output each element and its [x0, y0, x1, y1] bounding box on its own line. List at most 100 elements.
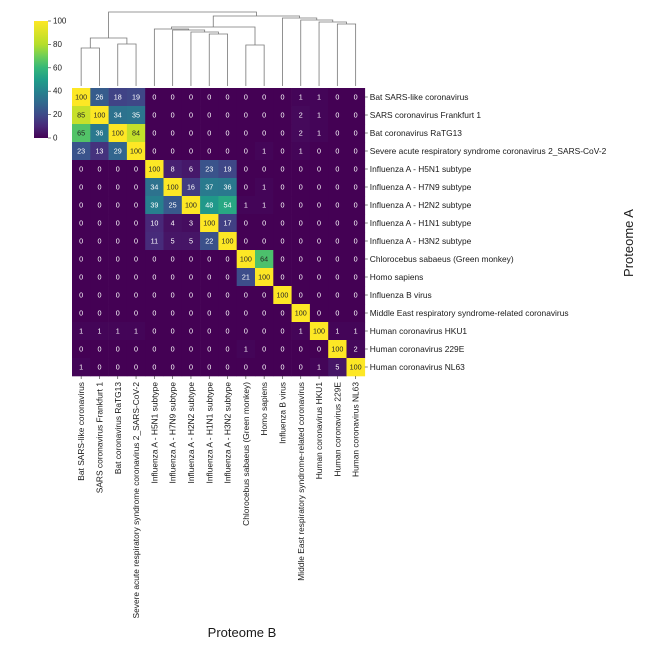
- heatmap-cell: [145, 250, 164, 269]
- heatmap-cell: [145, 268, 164, 287]
- cell-value-label: 0: [79, 219, 83, 228]
- cell-value-label: 0: [171, 363, 175, 372]
- cell-value-label: 11: [151, 237, 158, 246]
- heatmap-cell: [309, 214, 329, 233]
- dendrogram-branch: [208, 33, 228, 86]
- cell-value-label: 19: [132, 93, 140, 102]
- heatmap-cell: [236, 304, 256, 323]
- row-label: Bat coronavirus RaTG13: [370, 128, 463, 138]
- heatmap-cell: [328, 142, 347, 161]
- cell-value-label: 0: [79, 255, 83, 264]
- heatmap-cell: [90, 322, 109, 341]
- cell-value-label: 1: [299, 93, 303, 102]
- cell-value-label: 18: [114, 93, 122, 102]
- cell-value-label: 0: [244, 309, 248, 318]
- heatmap-cell: [108, 358, 128, 377]
- cell-value-label: 0: [207, 327, 211, 336]
- cell-value-label: 0: [97, 237, 101, 246]
- cell-value-label: 0: [152, 345, 156, 354]
- dendrogram-branch: [108, 11, 257, 38]
- cell-value-label: 100: [313, 327, 325, 336]
- cell-value-label: 0: [97, 309, 101, 318]
- cell-value-label: 0: [280, 237, 284, 246]
- column-label: Influenza B virus: [277, 382, 287, 444]
- cell-value-label: 0: [226, 363, 230, 372]
- heatmap-cell: [328, 214, 347, 233]
- heatmap-cell: [126, 196, 146, 215]
- heatmap-cell: [328, 178, 347, 197]
- heatmap-cell: [309, 304, 329, 323]
- heatmap-cell: [255, 322, 274, 341]
- heatmap-cell: [72, 268, 91, 287]
- cell-value-label: 100: [350, 363, 362, 372]
- cell-value-label: 2: [299, 129, 303, 138]
- heatmap-cell: [126, 232, 146, 251]
- heatmap-cell: [72, 304, 91, 323]
- heatmap-cell: [145, 160, 164, 179]
- column-label: Bat SARS-like coronavirus: [76, 382, 86, 481]
- heatmap-cell: [145, 214, 164, 233]
- heatmap-cell: [72, 160, 91, 179]
- heatmap-cell: [291, 214, 311, 233]
- cell-value-label: 0: [79, 273, 83, 282]
- row-label: Human coronavirus HKU1: [370, 326, 468, 336]
- cell-value-label: 0: [189, 255, 193, 264]
- heatmap-cell: [145, 358, 164, 377]
- cell-value-label: 0: [280, 183, 284, 192]
- cell-value-label: 0: [116, 201, 120, 210]
- cell-value-label: 0: [244, 93, 248, 102]
- heatmap-cell: [328, 88, 347, 107]
- cell-value-label: 0: [262, 291, 266, 300]
- heatmap-cell: [273, 268, 292, 287]
- cell-value-label: 1: [116, 327, 120, 336]
- cell-value-label: 0: [189, 111, 193, 120]
- cell-value-label: 37: [205, 183, 213, 192]
- cell-value-label: 1: [244, 345, 248, 354]
- cell-value-label: 19: [224, 165, 232, 174]
- heatmap-cell: [291, 142, 311, 161]
- cell-value-label: 0: [152, 111, 156, 120]
- heatmap-cell: [291, 160, 311, 179]
- heatmap-cell: [126, 106, 146, 125]
- heatmap-cell: [200, 358, 219, 377]
- cell-value-label: 0: [207, 309, 211, 318]
- cell-value-label: 0: [244, 291, 248, 300]
- cell-value-label: 0: [171, 327, 175, 336]
- heatmap-cell: [255, 160, 274, 179]
- cell-value-label: 0: [134, 183, 138, 192]
- heatmap-cell: [145, 178, 164, 197]
- cell-value-label: 65: [77, 129, 85, 138]
- heatmap-cell: [255, 286, 274, 305]
- row-label: Influenza A - H7N9 subtype: [370, 182, 472, 192]
- cell-value-label: 0: [97, 183, 101, 192]
- heatmap-cell: [90, 178, 109, 197]
- cell-value-label: 0: [262, 309, 266, 318]
- cell-value-label: 0: [244, 165, 248, 174]
- heatmap-cell: [255, 106, 274, 125]
- cell-value-label: 29: [114, 147, 122, 156]
- cell-value-label: 0: [262, 345, 266, 354]
- heatmap-cell: [236, 268, 256, 287]
- heatmap-cell: [200, 196, 219, 215]
- row-label: Influenza A - H3N2 subtype: [370, 236, 472, 246]
- heatmap-cell: [346, 304, 366, 323]
- cell-value-label: 0: [354, 165, 358, 174]
- heatmap-cell: [72, 358, 91, 377]
- cell-value-label: 1: [79, 327, 83, 336]
- cell-value-label: 1: [134, 327, 138, 336]
- heatmap-cell: [181, 196, 201, 215]
- cell-value-label: 0: [171, 129, 175, 138]
- heatmap-cell: [236, 232, 256, 251]
- cell-value-label: 0: [226, 291, 230, 300]
- column-label: Influenza A - H3N2 subtype: [223, 382, 233, 484]
- cell-value-label: 0: [244, 111, 248, 120]
- heatmap-cell: [108, 268, 128, 287]
- heatmap-cell: [346, 88, 366, 107]
- dendrogram-branch: [153, 28, 190, 86]
- cell-value-label: 0: [317, 309, 321, 318]
- cell-value-label: 0: [299, 183, 303, 192]
- column-label: Human coronavirus NL63: [351, 382, 361, 477]
- row-label: Influenza A - H2N2 subtype: [370, 200, 472, 210]
- heatmap-cell: [273, 250, 292, 269]
- heatmap-cell: [291, 340, 311, 359]
